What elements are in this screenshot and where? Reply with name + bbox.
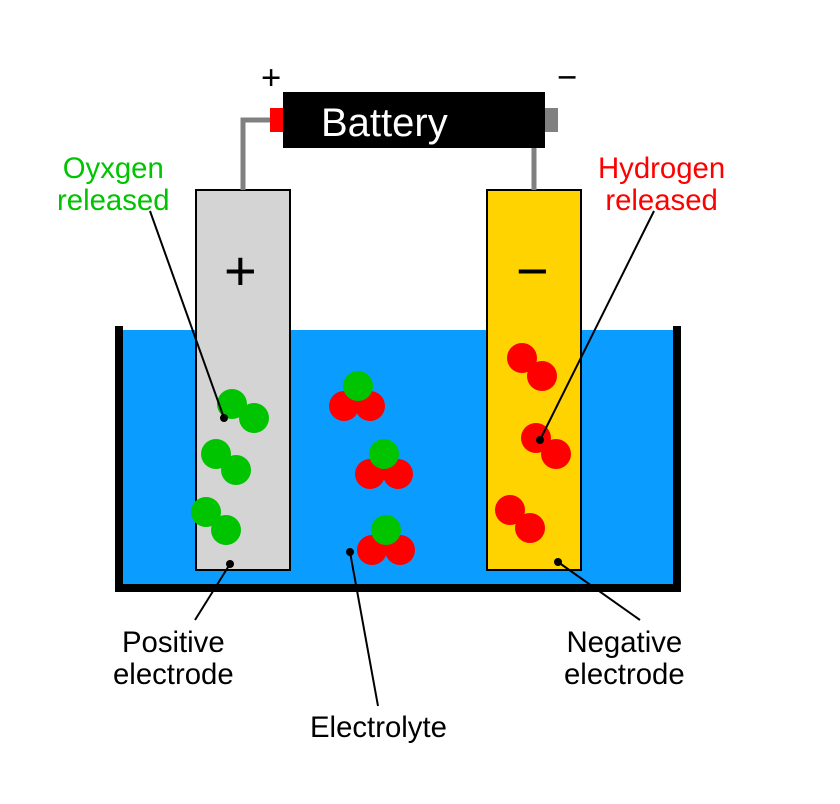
leader-dot: [554, 558, 562, 566]
negative_electrode-label: Negative electrode: [564, 627, 685, 692]
battery-positive-terminal: [270, 108, 283, 132]
water-oxygen-atom: [371, 515, 401, 545]
hydrogen-atom: [527, 361, 557, 391]
leader-dot: [226, 560, 234, 568]
leader-dot: [220, 414, 228, 422]
leader-dot: [346, 548, 354, 556]
hydrogen-atom: [515, 513, 545, 543]
hydrogen_released-label: Hydrogen released: [598, 153, 725, 218]
oxygen_released-label: Oyxgen released: [57, 153, 170, 218]
wire-left: [243, 120, 270, 190]
hydrogen-atom: [541, 439, 571, 469]
electrode_minus-label: −: [516, 240, 549, 302]
battery-label: Battery: [321, 101, 448, 145]
battery-negative-terminal: [545, 108, 558, 132]
water-oxygen-atom: [343, 371, 373, 401]
oxygen-atom: [239, 403, 269, 433]
terminal_plus-label: +: [261, 59, 281, 97]
electrode_plus-label: +: [224, 240, 257, 302]
terminal_minus-label: −: [557, 59, 577, 97]
electrolyte-label: Electrolyte: [310, 712, 447, 744]
oxygen-atom: [211, 515, 241, 545]
leader-dot: [536, 436, 544, 444]
oxygen-atom: [221, 455, 251, 485]
positive_electrode-label: Positive electrode: [113, 627, 234, 692]
water-oxygen-atom: [369, 439, 399, 469]
